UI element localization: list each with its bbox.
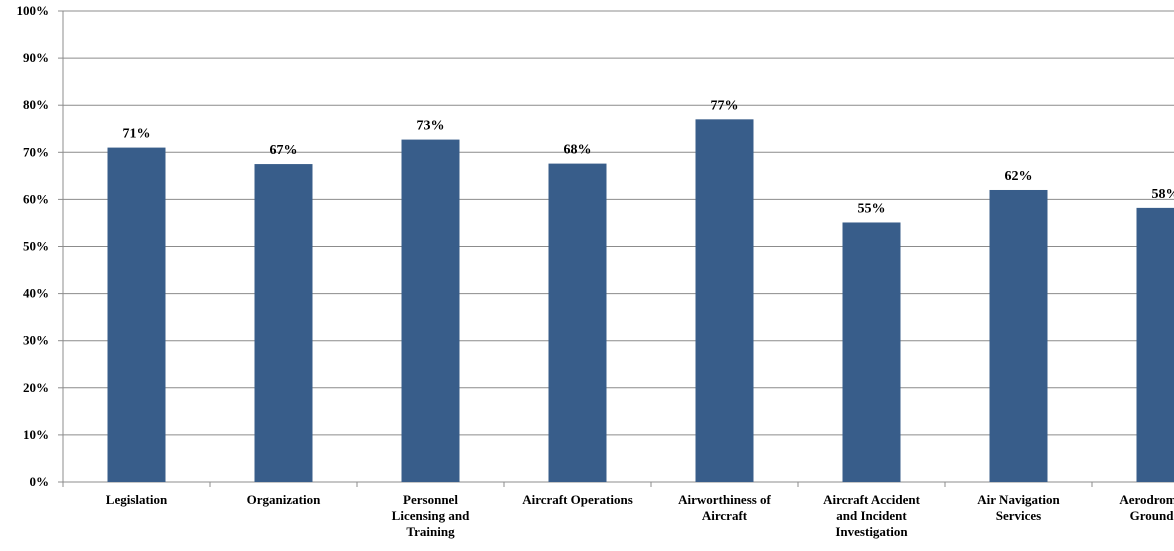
bar bbox=[990, 190, 1048, 482]
data-label: 77% bbox=[711, 98, 739, 113]
bar bbox=[843, 222, 901, 482]
data-label: 67% bbox=[270, 143, 298, 158]
y-tick-label: 100% bbox=[17, 3, 50, 18]
category-label: Organization bbox=[247, 492, 321, 507]
y-tick-label: 70% bbox=[23, 144, 49, 159]
category-label: Aerodromes andGround Aids bbox=[1119, 492, 1174, 523]
y-tick-label: 80% bbox=[23, 97, 49, 112]
data-label: 58% bbox=[1152, 187, 1174, 202]
y-tick-label: 20% bbox=[23, 380, 49, 395]
y-tick-label: 10% bbox=[23, 427, 49, 442]
y-axis-tick-labels: 0% 10% 20% 30% 40% 50% 60% 70% 80% 90% 100% bbox=[17, 3, 50, 489]
data-label: 73% bbox=[417, 119, 445, 134]
category-label: Aircraft Operations bbox=[522, 492, 633, 507]
data-label: 55% bbox=[858, 201, 886, 216]
y-tick-label: 30% bbox=[23, 333, 49, 348]
bar bbox=[255, 164, 313, 482]
bar bbox=[1137, 208, 1174, 482]
y-tick-label: 0% bbox=[30, 474, 50, 489]
y-tick-label: 40% bbox=[23, 286, 49, 301]
data-label: 71% bbox=[123, 127, 151, 142]
category-label: Legislation bbox=[106, 492, 168, 507]
y-tick-label: 50% bbox=[23, 239, 49, 254]
bar bbox=[696, 119, 754, 482]
bar bbox=[549, 164, 607, 482]
data-label: 62% bbox=[1005, 169, 1033, 184]
bar bbox=[402, 140, 460, 482]
bar bbox=[108, 148, 166, 482]
y-tick-label: 90% bbox=[23, 50, 49, 65]
y-tick-label: 60% bbox=[23, 191, 49, 206]
data-label: 68% bbox=[564, 143, 592, 158]
